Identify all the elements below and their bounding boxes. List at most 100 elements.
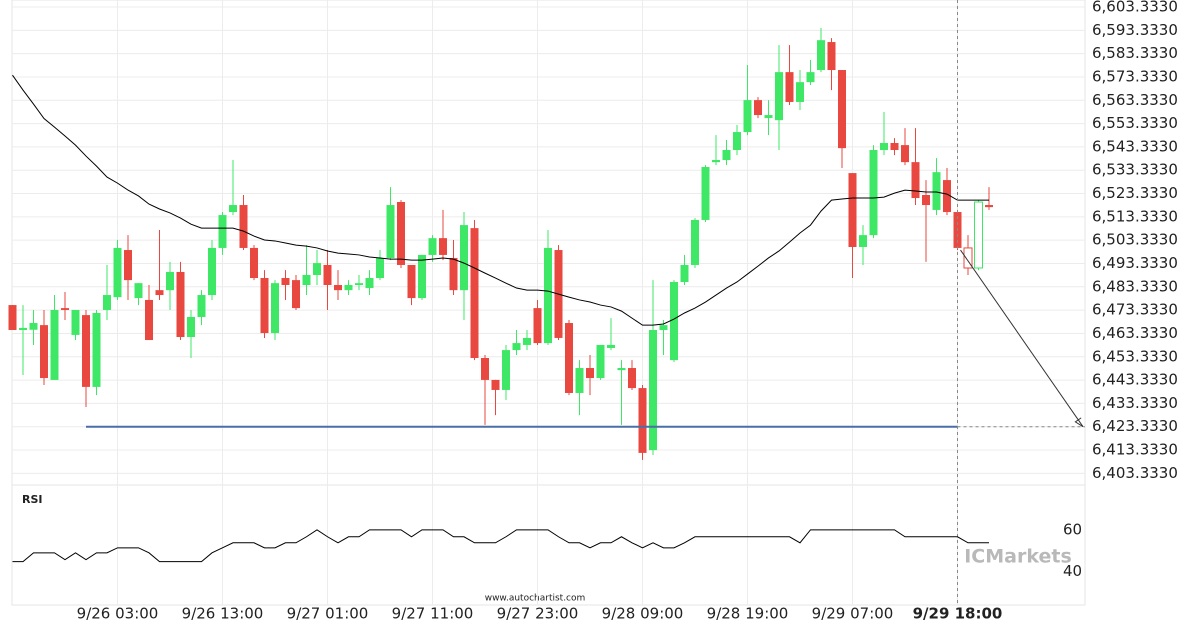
candle-body bbox=[281, 278, 290, 286]
candle-body bbox=[880, 143, 888, 151]
candle-body bbox=[911, 162, 920, 199]
candle-body bbox=[334, 285, 342, 291]
candle-body bbox=[19, 327, 27, 331]
y-tick-label: 6,413.3330 bbox=[1092, 441, 1178, 459]
candle-body bbox=[166, 271, 174, 291]
candle-body bbox=[743, 100, 752, 133]
candle-body bbox=[187, 316, 195, 338]
candle-body bbox=[775, 72, 783, 121]
candle-body bbox=[890, 143, 899, 151]
candle-body bbox=[607, 344, 615, 348]
candle-body bbox=[817, 40, 825, 71]
rsi-tick-label: 40 bbox=[1063, 562, 1082, 580]
candle-body bbox=[523, 337, 531, 345]
candle-body bbox=[29, 323, 38, 330]
candle-body bbox=[292, 280, 300, 309]
candle-body bbox=[313, 263, 321, 275]
candle-body bbox=[827, 42, 836, 71]
candle-body bbox=[124, 250, 132, 281]
candle-body bbox=[208, 247, 216, 296]
candle-body bbox=[376, 257, 384, 279]
candle-body bbox=[355, 283, 363, 286]
candle-body bbox=[365, 278, 374, 289]
y-tick-label: 6,403.3330 bbox=[1092, 464, 1178, 482]
y-tick-label: 6,543.3330 bbox=[1092, 137, 1178, 155]
candle-body bbox=[638, 388, 647, 453]
candle-body bbox=[449, 257, 458, 291]
y-tick-label: 6,453.3330 bbox=[1092, 347, 1178, 365]
candle-body bbox=[544, 247, 552, 344]
candle-body bbox=[806, 72, 815, 83]
rsi-label: RSI bbox=[22, 493, 43, 506]
y-tick-label: 6,553.3330 bbox=[1092, 114, 1178, 132]
rsi-tick-label: 60 bbox=[1063, 520, 1082, 538]
candle-body bbox=[302, 274, 311, 286]
candle-body bbox=[943, 180, 951, 213]
candle-body bbox=[418, 254, 426, 299]
y-tick-label: 6,563.3330 bbox=[1092, 91, 1178, 109]
candle-body bbox=[963, 247, 973, 269]
candle-body bbox=[722, 150, 731, 161]
candle-body bbox=[323, 264, 332, 286]
candle-body bbox=[470, 228, 479, 358]
candle-body bbox=[848, 173, 857, 248]
candle-body bbox=[796, 82, 804, 102]
candle-body bbox=[386, 205, 395, 258]
candle-body bbox=[922, 195, 930, 206]
y-tick-label: 6,503.3330 bbox=[1092, 231, 1178, 249]
candle-body bbox=[40, 325, 48, 379]
candle-body bbox=[344, 285, 353, 291]
y-tick-label: 6,523.3330 bbox=[1092, 184, 1178, 202]
candle-body bbox=[250, 247, 258, 279]
moving-average bbox=[12, 74, 989, 326]
candle-body bbox=[407, 264, 416, 299]
candle-body bbox=[428, 238, 437, 255]
arrow-head bbox=[1074, 417, 1084, 428]
candle-body bbox=[218, 215, 227, 248]
candle-body bbox=[460, 225, 468, 291]
y-tick-label: 6,573.3330 bbox=[1092, 67, 1178, 85]
candle-body bbox=[659, 325, 668, 331]
candle-body bbox=[901, 145, 909, 163]
y-tick-label: 6,513.3330 bbox=[1092, 207, 1178, 225]
watermark: www.autochartist.com bbox=[485, 594, 586, 604]
candle-body bbox=[754, 100, 762, 116]
candle-body bbox=[565, 323, 573, 393]
candle-body bbox=[439, 238, 447, 255]
candle-body bbox=[670, 281, 678, 361]
y-tick-label: 6,533.3330 bbox=[1092, 161, 1178, 179]
candle-body bbox=[932, 172, 941, 210]
candle-body bbox=[271, 283, 279, 334]
x-tick-label: 9/29 18:00 bbox=[913, 605, 1003, 623]
candle-body bbox=[229, 205, 237, 213]
candle-body bbox=[8, 305, 17, 331]
candle-body bbox=[785, 72, 794, 102]
candle-body bbox=[134, 283, 143, 299]
x-tick-label: 9/28 19:00 bbox=[707, 605, 789, 623]
y-tick-label: 6,483.3330 bbox=[1092, 277, 1178, 295]
candle-body bbox=[869, 150, 878, 236]
candle-body bbox=[628, 368, 636, 389]
x-tick-label: 9/28 09:00 bbox=[602, 605, 684, 623]
candle-body bbox=[533, 308, 542, 344]
candle-body bbox=[596, 344, 605, 379]
candle-body bbox=[155, 290, 164, 296]
candle-body bbox=[701, 167, 710, 220]
candle-body bbox=[649, 330, 657, 451]
x-tick-label: 9/27 01:00 bbox=[287, 605, 369, 623]
candle-body bbox=[92, 312, 101, 387]
candles bbox=[8, 28, 993, 460]
candle-body bbox=[61, 308, 69, 310]
y-tick-label: 6,443.3330 bbox=[1092, 371, 1178, 389]
y-tick-label: 6,593.3330 bbox=[1092, 21, 1178, 39]
candle-body bbox=[985, 205, 993, 208]
candle-body bbox=[733, 132, 741, 151]
candle-body bbox=[260, 278, 269, 334]
candle-body bbox=[113, 247, 122, 298]
candle-body bbox=[859, 235, 867, 248]
y-tick-label: 6,423.3330 bbox=[1092, 417, 1178, 435]
candle-body bbox=[71, 309, 80, 335]
x-tick-label: 9/26 03:00 bbox=[77, 605, 159, 623]
x-tick-label: 9/29 07:00 bbox=[812, 605, 894, 623]
